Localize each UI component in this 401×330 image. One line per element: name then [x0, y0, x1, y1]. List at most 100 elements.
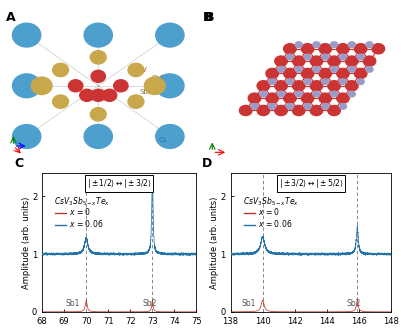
Circle shape	[357, 79, 364, 84]
Circle shape	[346, 56, 358, 66]
Circle shape	[286, 104, 294, 109]
Circle shape	[319, 93, 332, 103]
Circle shape	[156, 23, 184, 47]
Circle shape	[310, 56, 323, 66]
Circle shape	[90, 108, 106, 121]
Text: Sb2: Sb2	[346, 299, 360, 308]
Y-axis label: Amplitude (arb. units): Amplitude (arb. units)	[210, 196, 219, 289]
Circle shape	[257, 105, 269, 115]
Y-axis label: Amplitude (arb. units): Amplitude (arb. units)	[22, 196, 30, 289]
Circle shape	[346, 81, 358, 91]
Circle shape	[330, 66, 338, 72]
Circle shape	[357, 54, 364, 60]
Circle shape	[292, 81, 305, 91]
Circle shape	[128, 95, 144, 108]
Text: $|\pm3/2\rangle\leftrightarrow|\pm5/2\rangle$: $|\pm3/2\rangle\leftrightarrow|\pm5/2\ra…	[279, 178, 343, 190]
Circle shape	[260, 91, 267, 97]
Circle shape	[354, 44, 367, 54]
Circle shape	[313, 42, 320, 48]
Circle shape	[266, 93, 279, 103]
Circle shape	[366, 42, 373, 48]
Text: C: C	[14, 157, 23, 171]
Circle shape	[322, 104, 329, 109]
Circle shape	[102, 89, 117, 101]
Text: B: B	[203, 11, 212, 24]
Circle shape	[266, 68, 279, 79]
Circle shape	[366, 66, 373, 72]
Circle shape	[295, 91, 302, 97]
Circle shape	[301, 44, 314, 54]
Circle shape	[69, 80, 83, 92]
Circle shape	[286, 54, 294, 60]
Circle shape	[348, 91, 355, 97]
Circle shape	[156, 125, 184, 148]
Circle shape	[277, 66, 285, 72]
Circle shape	[328, 105, 340, 115]
Legend: $x$ = 0, $x$ = 0.06: $x$ = 0, $x$ = 0.06	[55, 206, 103, 229]
Circle shape	[84, 125, 112, 148]
Circle shape	[80, 89, 94, 101]
Circle shape	[12, 23, 41, 47]
Circle shape	[91, 89, 105, 101]
Circle shape	[313, 66, 320, 72]
Circle shape	[337, 93, 349, 103]
Circle shape	[328, 56, 340, 66]
Circle shape	[269, 104, 276, 109]
Circle shape	[304, 54, 311, 60]
Circle shape	[313, 91, 320, 97]
Circle shape	[337, 44, 349, 54]
Circle shape	[319, 44, 332, 54]
Circle shape	[292, 105, 305, 115]
Circle shape	[304, 79, 311, 84]
Circle shape	[322, 54, 329, 60]
Text: A: A	[6, 11, 16, 24]
Circle shape	[12, 125, 41, 148]
Circle shape	[275, 81, 288, 91]
Circle shape	[248, 93, 261, 103]
Text: Sb1: Sb1	[242, 299, 256, 308]
Circle shape	[144, 77, 165, 94]
Circle shape	[239, 105, 252, 115]
Circle shape	[257, 81, 269, 91]
Circle shape	[31, 77, 52, 94]
Circle shape	[251, 104, 258, 109]
Circle shape	[330, 91, 338, 97]
Circle shape	[114, 80, 128, 92]
Text: CsV$_3$Sb$_{5-x}$Te$_x$: CsV$_3$Sb$_{5-x}$Te$_x$	[243, 195, 300, 208]
Circle shape	[319, 68, 332, 79]
Circle shape	[328, 81, 340, 91]
Circle shape	[284, 68, 296, 79]
Circle shape	[128, 63, 144, 77]
Circle shape	[310, 105, 323, 115]
Text: B: B	[205, 11, 214, 24]
Circle shape	[284, 93, 296, 103]
Circle shape	[277, 91, 285, 97]
Circle shape	[372, 44, 385, 54]
Circle shape	[53, 63, 69, 77]
Text: $|\pm1/2\rangle\leftrightarrow|\pm3/2\rangle$: $|\pm1/2\rangle\leftrightarrow|\pm3/2\ra…	[87, 178, 152, 190]
Circle shape	[354, 68, 367, 79]
Legend: $x$ = 0, $x$ = 0.06: $x$ = 0, $x$ = 0.06	[244, 206, 292, 229]
Circle shape	[337, 68, 349, 79]
Text: V: V	[142, 67, 146, 73]
Circle shape	[284, 44, 296, 54]
Circle shape	[12, 74, 41, 98]
Circle shape	[363, 56, 376, 66]
Text: CsV$_3$Sb$_{5-x}$Te$_x$: CsV$_3$Sb$_{5-x}$Te$_x$	[55, 195, 111, 208]
Circle shape	[348, 66, 355, 72]
Circle shape	[322, 79, 329, 84]
Circle shape	[53, 95, 69, 108]
Circle shape	[292, 56, 305, 66]
Circle shape	[301, 93, 314, 103]
Text: Sb2: Sb2	[142, 299, 157, 308]
Text: Sb2: Sb2	[140, 89, 153, 95]
Circle shape	[91, 70, 105, 82]
Circle shape	[339, 54, 346, 60]
Circle shape	[339, 104, 346, 109]
Circle shape	[275, 56, 288, 66]
Circle shape	[90, 50, 106, 64]
Circle shape	[269, 79, 276, 84]
Circle shape	[156, 74, 184, 98]
Circle shape	[310, 81, 323, 91]
Circle shape	[330, 42, 338, 48]
